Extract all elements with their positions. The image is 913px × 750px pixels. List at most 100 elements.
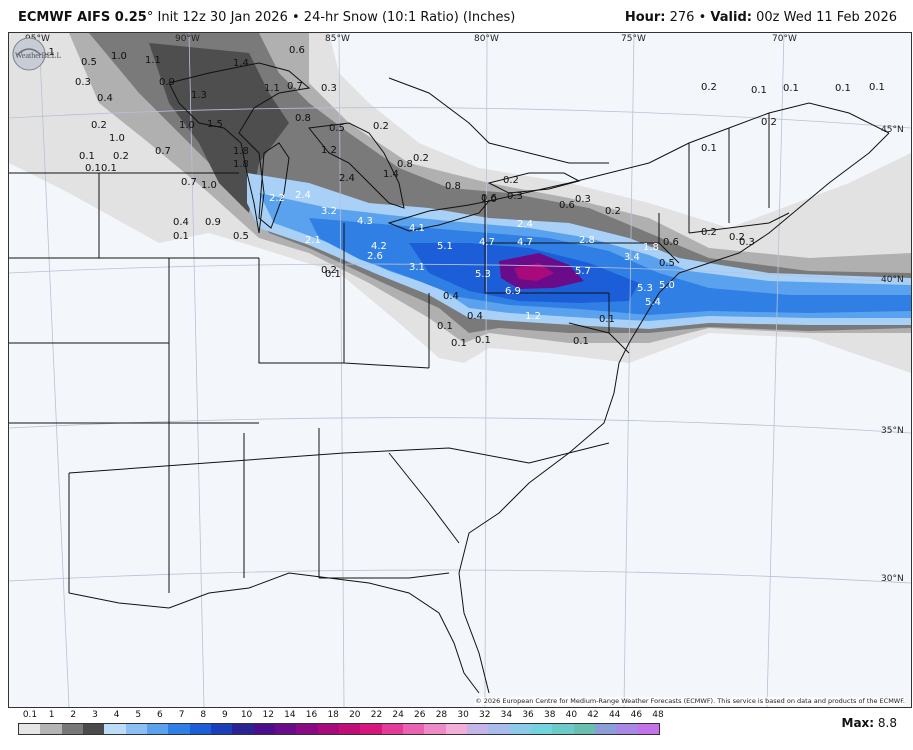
snow-amount-label: 0.6 [663,237,679,248]
snow-amount-label: 0.2 [113,151,129,162]
lon-label-80: 80°W [474,34,499,44]
snow-amount-label: 1.0 [111,51,127,62]
legend-tick-label: 30 [457,710,469,720]
legend-swatch [210,724,233,734]
snow-amount-label: 0.5 [81,57,97,68]
political-borders [9,62,890,694]
legend-tick-label: 12 [262,710,274,720]
snow-amount-label: 0.4 [443,291,459,302]
snow-amount-label: 0.3 [507,191,523,202]
snow-amount-label: 0.1 [451,338,467,349]
snow-amount-label: 0.8 [445,181,461,192]
snow-amount-label: 0.9 [205,217,221,228]
legend-swatch [253,724,275,734]
legend-color-bar [18,723,660,735]
snow-amount-label: 0.6 [559,200,575,211]
snow-amount-label: 0.5 [659,258,675,269]
lon-label-85: 85°W [325,34,350,44]
snow-amount-label: 1.8 [233,146,249,157]
snow-amount-label: 1.3 [191,90,207,101]
snow-amount-label: 0.3 [321,83,337,94]
snow-amount-label: 0.1 [85,163,101,174]
legend-tick-label: 18 [327,710,339,720]
snow-amount-label: 0.2 [701,227,717,238]
lat-lon-grid [9,33,911,707]
snow-amount-label: 0.1 [101,163,117,174]
legend-swatch [637,724,659,734]
snow-amount-label: 0.1 [869,82,885,93]
legend-swatch [509,724,531,734]
coastline-gulf [68,572,480,694]
lake-erie [387,200,491,232]
product-name: 24-hr Snow (10:1 Ratio) (Inches) [303,10,516,25]
legend-tick-label: 7 [178,710,185,720]
snow-amount-label: 0.3 [75,77,91,88]
legend-tick-label: 1 [48,710,55,720]
snow-amount-label: 0.1 [39,47,55,58]
legend-swatch [125,724,147,734]
snow-amount-label: 1.0 [109,133,125,144]
snow-amount-label: 0.9 [159,77,175,88]
legend-swatch [466,724,489,734]
lat-label-40: 40°N [881,275,904,285]
legend-swatch [232,724,254,734]
state-lines-east [484,201,680,354]
legend-tick-label: 5 [135,710,142,720]
snow-amount-label: 0.1 [701,143,717,154]
snow-amount-label: 4.3 [357,216,373,227]
hour-label: Hour: [624,10,666,25]
snow-amount-label: 0.1 [475,335,491,346]
lon-label-75: 75°W [621,34,646,44]
snow-amount-label: 1.4 [233,58,249,69]
snow-amount-label: 1.0 [201,180,217,191]
degree-sign: ° [146,10,154,25]
snow-amount-label: 0.1 [173,231,189,242]
snow-amount-label: 0.2 [701,82,717,93]
max-value: Max: 8.8 [842,716,898,730]
legend-swatch [424,724,446,734]
legend-tick-label: 2 [70,710,77,720]
legend-tick-label: 38 [543,710,556,720]
map-canvas: 95°W 90°W 85°W 80°W 75°W 70°W 45°N 40°N … [9,33,911,707]
legend-tick-label: 0.1 [22,710,38,720]
map-header: ECMWF AIFS 0.25° Init 12z 30 Jan 2026 • … [0,0,913,32]
snow-amount-label: 0.2 [729,232,745,243]
lon-label-90: 90°W [175,34,200,44]
legend-tick-label: 8 [200,710,207,720]
legend-tick-label: 46 [630,710,643,720]
snow-amount-label: 1.2 [525,311,541,322]
legend-swatch [445,724,467,734]
coastline-atlantic [458,132,890,694]
legend-tick-label: 32 [479,710,491,720]
snow-amount-label: 5.1 [437,241,453,252]
bullet-separator-2: • [698,10,707,25]
snow-amount-label: 0.7 [287,81,303,92]
snow-amount-label: 1.0 [179,120,195,131]
snowfall-map[interactable]: 95°W 90°W 85°W 80°W 75°W 70°W 45°N 40°N … [8,32,912,708]
grid-labels: 95°W 90°W 85°W 80°W 75°W 70°W 45°N 40°N … [25,34,904,584]
snow-amount-label: 0.2 [321,265,337,276]
legend-swatch [381,724,403,734]
legend-tick-label: 14 [284,710,296,720]
legend-swatch [274,724,297,734]
legend-swatch [594,724,617,734]
snow-amount-label: 0.2 [373,121,389,132]
snow-shading [9,33,911,373]
legend-swatch [61,724,83,734]
legend-swatch [189,724,211,734]
snow-amount-label: 0.5 [233,231,249,242]
hour-value: 276 [669,10,695,25]
snow-amount-label: 5.3 [637,283,653,294]
ontario-lines [388,77,609,164]
snow-amount-label: 3.2 [321,206,337,217]
max-number: 8.8 [877,716,897,730]
legend-swatch [573,724,595,734]
snow-amount-label: 0.2 [413,153,429,164]
snow-amount-label: 0.1 [79,151,95,162]
legend-tick-label: 28 [435,710,448,720]
copyright-notice: © 2026 European Centre for Medium-Range … [475,697,905,705]
snow-amount-label: 0.2 [91,120,107,131]
snow-amount-label: 5.0 [659,280,675,291]
snow-amount-label: 2.4 [295,190,311,201]
lat-label-45: 45°N [881,125,904,135]
